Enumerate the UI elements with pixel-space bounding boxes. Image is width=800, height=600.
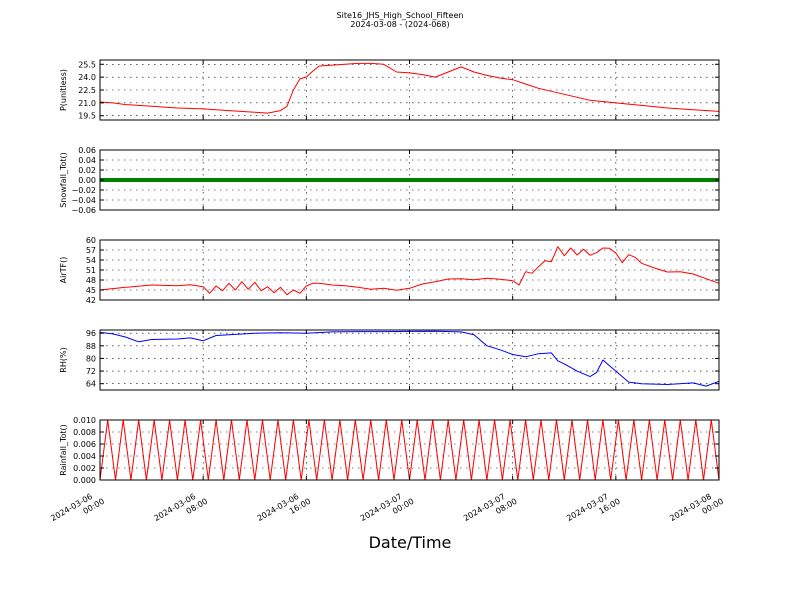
y-tick-label: 0.002	[73, 464, 96, 473]
y-axis-label: Rainfall_Tot()	[59, 424, 68, 476]
y-tick-label: 57	[86, 246, 96, 255]
y-tick-label: 22.5	[78, 86, 96, 95]
y-tick-label: 21.0	[78, 99, 96, 108]
series-line	[99, 246, 720, 296]
y-tick-label: 54	[86, 256, 96, 265]
x-tick-label: 2024-03-0700:00	[359, 488, 416, 532]
y-tick-label: 19.5	[78, 112, 96, 121]
x-tick-label: 2024-03-0616:00	[256, 488, 313, 532]
y-axis-label: RH(%)	[59, 347, 68, 372]
y-tick-label: 0.06	[78, 146, 96, 155]
y-tick-label: 80	[86, 354, 96, 363]
y-axis-label: Snowfall_Tot()	[59, 152, 68, 208]
y-tick-label: 0.006	[73, 440, 96, 449]
x-tick-label: 2024-03-0716:00	[565, 488, 622, 532]
panel-0: 19.5 21.0 22.5 24.0 25.5 P(unitless)	[59, 59, 720, 121]
series-line	[99, 62, 720, 114]
y-tick-label: 60	[86, 236, 96, 245]
chart-subtitle: 2024-03-08 - (2024-068)	[350, 20, 450, 29]
y-tick-label: 24.0	[78, 73, 96, 82]
y-tick-label: 64	[86, 380, 96, 389]
y-tick-label: −0.04	[71, 196, 96, 205]
x-tick-label: 2024-03-0600:00	[49, 488, 106, 532]
y-tick-label: 0.010	[73, 416, 96, 425]
y-tick-label: 48	[86, 276, 96, 285]
y-tick-label: 0.000	[73, 476, 96, 485]
panel-4: 0.000 0.002 0.004 0.006 0.008 0.010 Rainfall_T…	[59, 416, 720, 485]
x-tick-label: 2024-03-0800:00	[668, 488, 725, 532]
series-line	[99, 330, 720, 387]
panel-1: −0.06−0.04−0.020.000.020.040.06 Snowfall_…	[59, 146, 720, 215]
y-tick-label: 45	[86, 286, 96, 295]
y-axis-label: P(unitless)	[59, 69, 68, 111]
y-tick-label: 42	[86, 296, 96, 305]
y-tick-label: 0.008	[73, 428, 96, 437]
y-tick-label: 0.00	[78, 176, 96, 185]
chart-title: Site16_JHS_High_School_Fifteen	[336, 11, 464, 20]
x-tick-label: 2024-03-0608:00	[152, 488, 209, 532]
x-tick-label: 2024-03-0708:00	[462, 488, 519, 532]
y-tick-label: 72	[86, 367, 96, 376]
y-tick-label: 0.02	[78, 166, 96, 175]
x-axis-label: Date/Time	[368, 533, 452, 552]
y-tick-label: 96	[86, 329, 96, 338]
y-axis-label: AirTF()	[59, 257, 68, 284]
y-tick-label: 25.5	[78, 60, 96, 69]
y-tick-label: 51	[86, 266, 96, 275]
y-tick-label: 0.004	[73, 452, 96, 461]
y-tick-label: 88	[86, 342, 96, 351]
panel-3: 64 72 80 88 96 RH(%)	[59, 329, 720, 391]
y-tick-label: −0.06	[71, 206, 96, 215]
y-tick-label: 0.04	[78, 156, 96, 165]
y-tick-label: −0.02	[71, 186, 96, 195]
